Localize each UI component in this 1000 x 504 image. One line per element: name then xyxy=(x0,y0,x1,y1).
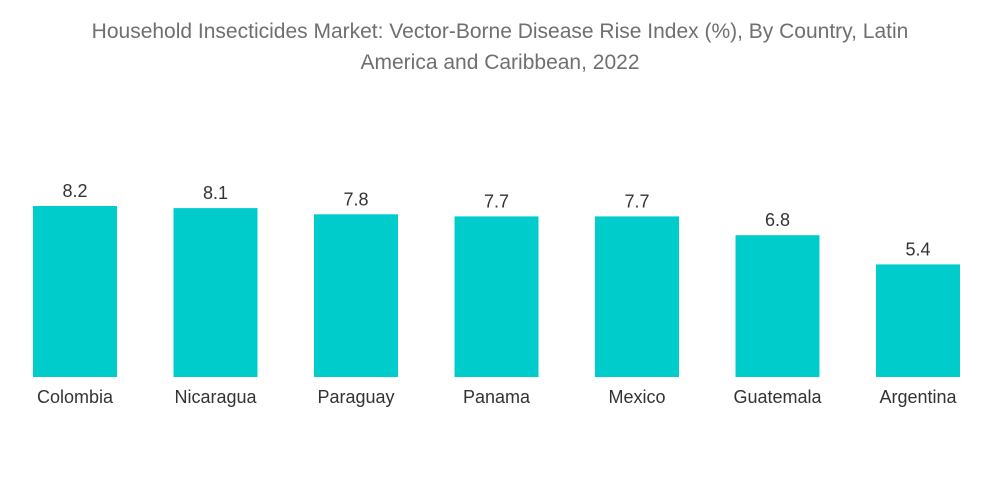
bar-paraguay xyxy=(314,214,398,377)
chart-title-line-1: Household Insecticides Market: Vector-Bo… xyxy=(91,20,909,43)
bar-argentina xyxy=(876,264,960,377)
value-label-mexico: 7.7 xyxy=(624,191,649,211)
value-label-guatemala: 6.8 xyxy=(765,210,790,230)
value-label-paraguay: 7.8 xyxy=(343,189,368,209)
x-tick-label-guatemala: Guatemala xyxy=(733,387,822,407)
bar-guatemala xyxy=(735,235,820,377)
value-label-argentina: 5.4 xyxy=(905,239,930,259)
bar-colombia xyxy=(33,206,117,377)
bar-panama xyxy=(454,216,539,377)
x-tick-label-paraguay: Paraguay xyxy=(317,387,394,407)
value-label-panama: 7.7 xyxy=(484,191,509,211)
chart-title: Household Insecticides Market: Vector-Bo… xyxy=(0,16,1000,78)
x-tick-label-mexico: Mexico xyxy=(608,387,665,407)
bar-nicaragua xyxy=(173,208,258,377)
x-tick-label-argentina: Argentina xyxy=(879,387,957,407)
x-tick-label-colombia: Colombia xyxy=(37,387,114,407)
chart-title-line-2: America and Caribbean, 2022 xyxy=(360,51,640,74)
value-label-colombia: 8.2 xyxy=(62,181,87,201)
bar-mexico xyxy=(595,216,679,377)
x-tick-label-nicaragua: Nicaragua xyxy=(174,387,257,407)
x-tick-label-panama: Panama xyxy=(463,387,531,407)
value-label-nicaragua: 8.1 xyxy=(203,183,228,203)
